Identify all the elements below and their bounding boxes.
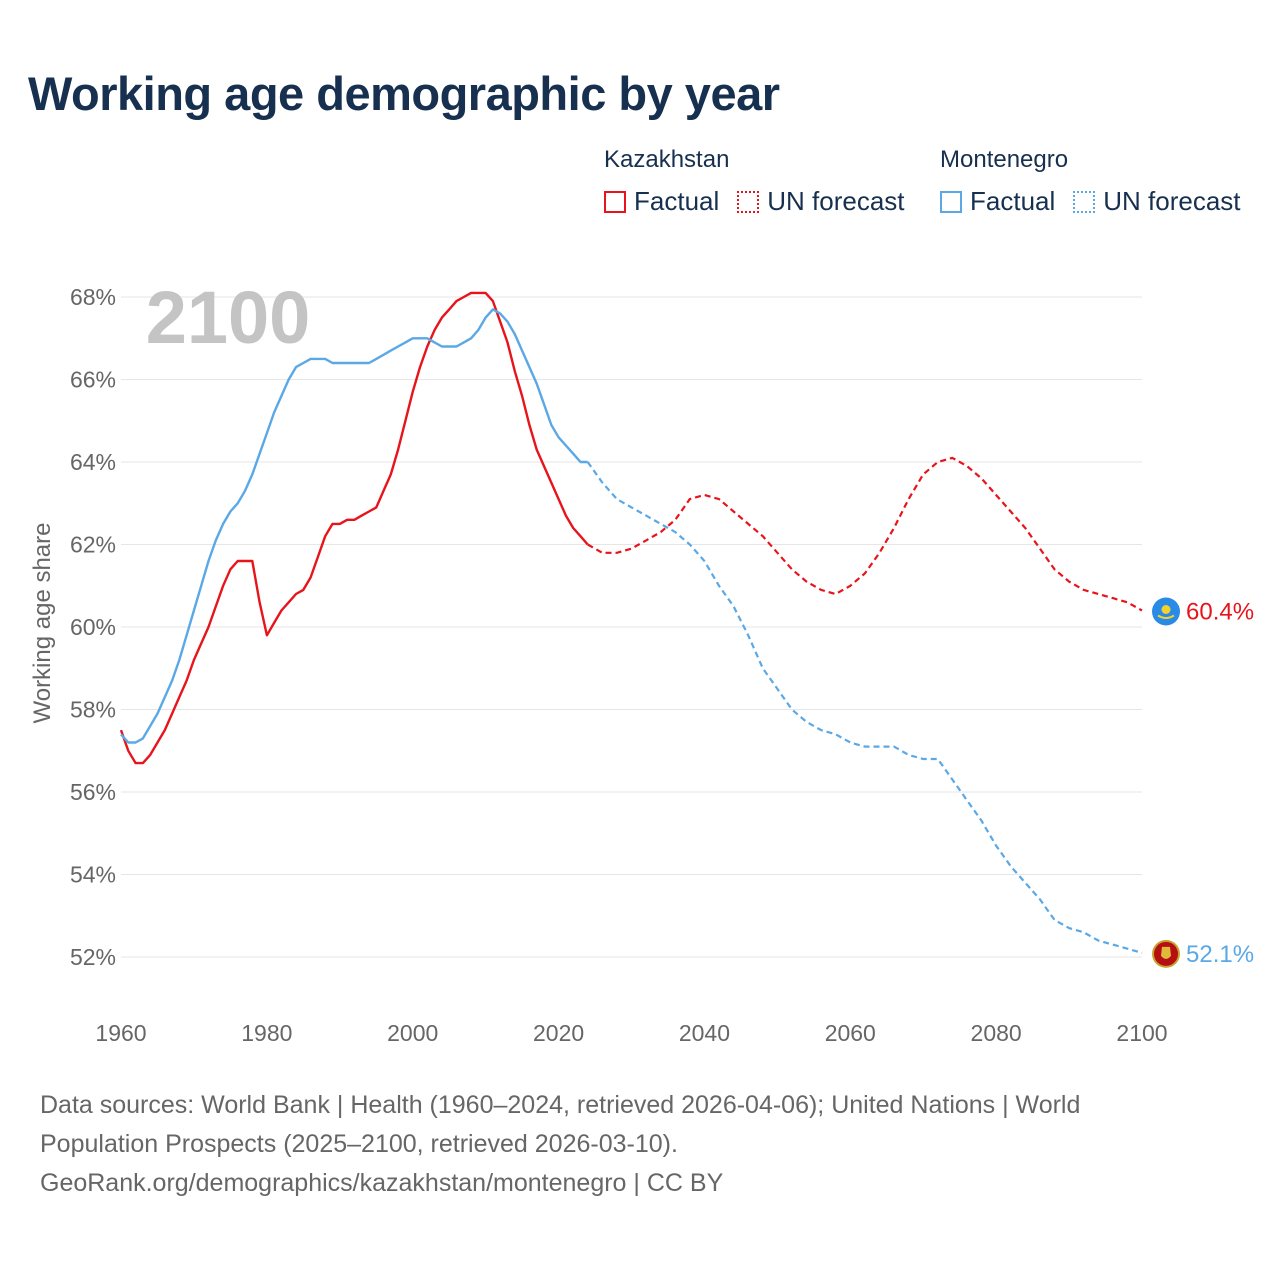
legend-kazakhstan-factual[interactable]: Factual	[604, 186, 719, 217]
montenegro-flag-icon	[1152, 939, 1180, 968]
montenegro-factual-line[interactable]	[120, 308, 588, 744]
y-tick-label: 54%	[70, 862, 116, 888]
kazakhstan-factual-line[interactable]	[119, 291, 589, 765]
legend-montenegro-forecast-swatch	[1073, 190, 1096, 213]
legend-montenegro-factual-swatch	[940, 190, 962, 213]
x-axis-ticks: 1960 1980 2000 2020 2040 2060 2080 2100	[95, 1020, 1167, 1046]
x-tick-label: 2040	[679, 1020, 730, 1046]
y-axis-ticks: 52% 54% 56% 58% 60% 62% 64% 66% 68%	[70, 284, 116, 970]
y-tick-label: 52%	[70, 944, 116, 970]
x-tick-label: 2000	[387, 1020, 438, 1046]
legend-montenegro-factual-label: Factual	[970, 186, 1056, 216]
legend-montenegro: Montenegro Factual UN forecast	[940, 144, 1259, 217]
footer-attribution[interactable]: GeoRank.org/demographics/kazakhstan/mont…	[40, 1169, 724, 1197]
legend-kazakhstan-forecast-swatch	[737, 190, 760, 213]
legend-kazakhstan-factual-label: Factual	[634, 186, 720, 216]
legend-kazakhstan-forecast-label: UN forecast	[767, 186, 905, 216]
kazakhstan-forecast-line[interactable]	[587, 456, 1143, 612]
x-tick-label: 1960	[95, 1020, 146, 1046]
end-markers: 60.4% 52.1%	[1152, 597, 1254, 968]
legend-montenegro-name: Montenegro	[940, 146, 1069, 173]
montenegro-end-label: 52.1%	[1186, 941, 1254, 968]
kazakhstan-flag-icon	[1152, 597, 1180, 626]
y-axis-label: Working age share	[29, 523, 56, 724]
x-tick-label: 2020	[533, 1020, 584, 1046]
y-tick-label: 66%	[70, 367, 116, 393]
y-tick-label: 58%	[70, 697, 116, 723]
footer: Data sources: World Bank | Health (1960–…	[40, 1086, 1240, 1203]
footer-sources-line2: Population Prospects (2025–2100, retriev…	[40, 1130, 678, 1158]
chart-title: Working age demographic by year	[28, 67, 780, 120]
footer-sources-line1: Data sources: World Bank | Health (1960–…	[40, 1091, 1081, 1119]
legend-montenegro-forecast-label: UN forecast	[1103, 186, 1241, 216]
grid-lines	[121, 296, 1142, 958]
legend-montenegro-forecast[interactable]: UN forecast	[1073, 186, 1241, 217]
y-tick-label: 60%	[70, 614, 116, 640]
y-tick-label: 68%	[70, 284, 116, 310]
series-lines	[119, 291, 1143, 954]
x-tick-label: 2100	[1116, 1020, 1167, 1046]
legend-kazakhstan: Kazakhstan Factual UN forecast	[604, 144, 923, 217]
legend-montenegro-factual[interactable]: Factual	[940, 186, 1055, 217]
montenegro-forecast-line[interactable]	[586, 461, 1143, 954]
x-tick-label: 1980	[241, 1020, 292, 1046]
legend-kazakhstan-forecast[interactable]: UN forecast	[737, 186, 905, 217]
legend-kazakhstan-factual-swatch	[604, 190, 626, 213]
y-tick-label: 64%	[70, 449, 116, 475]
x-tick-label: 2080	[971, 1020, 1022, 1046]
y-tick-label: 62%	[70, 532, 116, 558]
year-watermark: 2100	[146, 276, 311, 359]
kazakhstan-end-label: 60.4%	[1186, 599, 1254, 626]
x-tick-label: 2060	[825, 1020, 876, 1046]
legend-kazakhstan-name: Kazakhstan	[604, 146, 730, 173]
y-tick-label: 56%	[70, 779, 116, 805]
